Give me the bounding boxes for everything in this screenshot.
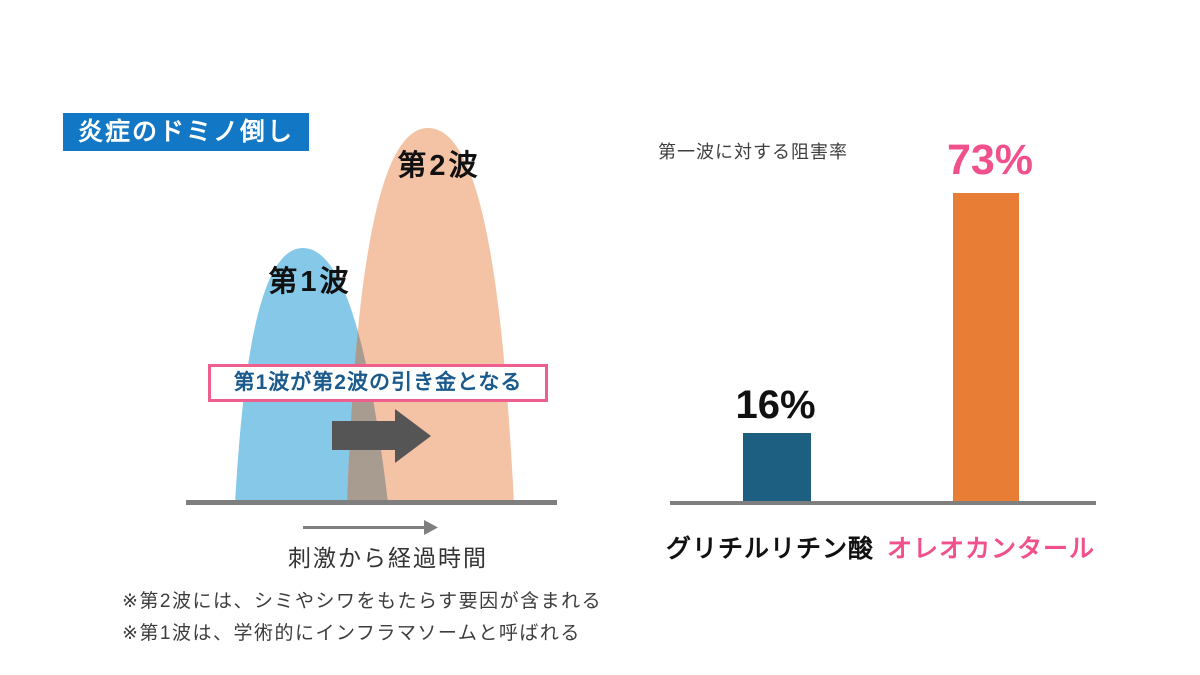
figure-title-badge: 炎症のドミノ倒し: [63, 113, 310, 151]
bar-category-glycyrrhizic: グリチルリチン酸: [665, 535, 874, 563]
wave2-shape: [347, 128, 514, 503]
footnote-wave2: ※第2波には、シミやシワをもたらす要因が含まれる: [122, 591, 603, 612]
trigger-annotation-box: 第1波が第2波の引き金となる: [208, 364, 548, 402]
bar-chart-axis-line: [670, 501, 1096, 505]
bar-category-oleocanthal: オレオカンタール: [886, 535, 1095, 563]
bar-chart-title: 第一波に対する阻害率: [658, 142, 848, 162]
bar-value-oleocanthal: 73%: [946, 136, 1034, 184]
bar-oleocanthal: [953, 193, 1019, 501]
footnote-wave1: ※第1波は、学術的にインフラマソームと呼ばれる: [122, 623, 581, 644]
time-axis-line: [186, 500, 557, 505]
wave1-label: 第1波: [268, 266, 352, 298]
trigger-arrow-icon: [332, 409, 431, 463]
wave2-label: 第2波: [397, 150, 481, 182]
time-axis-label: 刺激から経過時間: [288, 545, 488, 571]
bar-glycyrrhizic: [743, 433, 811, 501]
time-direction-arrow-icon: [303, 520, 438, 535]
bar-value-glycyrrhizic: 16%: [735, 383, 816, 427]
